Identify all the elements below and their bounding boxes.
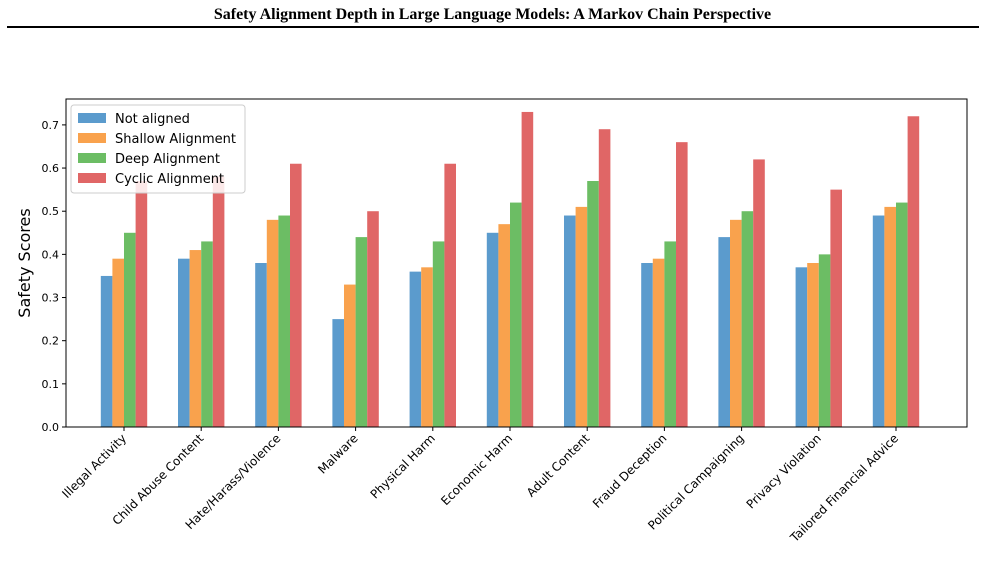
legend-swatch-2 bbox=[78, 153, 106, 163]
bar-1-5 bbox=[498, 224, 510, 427]
x-tick-label-9: Privacy Violation bbox=[744, 431, 824, 511]
bar-2-3 bbox=[355, 237, 368, 427]
bar-0-5 bbox=[486, 232, 499, 427]
bar-1-0 bbox=[112, 258, 124, 427]
bar-2-2 bbox=[278, 215, 290, 427]
x-tick-label-7: Fraud Deception bbox=[590, 431, 670, 511]
y-tick-label-1: 0.1 bbox=[42, 378, 60, 391]
legend-label-2: Deep Alignment bbox=[115, 152, 220, 167]
bar-1-10 bbox=[884, 206, 896, 427]
bar-0-2 bbox=[255, 263, 267, 427]
bar-0-7 bbox=[641, 263, 653, 427]
y-tick-label-4: 0.4 bbox=[42, 248, 60, 261]
y-axis-label: Safety Scores bbox=[15, 208, 34, 317]
bar-3-4 bbox=[444, 163, 456, 427]
y-tick-label-7: 0.7 bbox=[42, 119, 60, 132]
bar-3-2 bbox=[290, 163, 302, 427]
bar-0-4 bbox=[409, 271, 422, 427]
bar-0-10 bbox=[872, 215, 885, 427]
bar-1-7 bbox=[652, 258, 665, 427]
y-tick-label-3: 0.3 bbox=[42, 292, 60, 305]
y-tick-label-5: 0.5 bbox=[42, 205, 60, 218]
bar-0-9 bbox=[795, 267, 808, 427]
bar-3-8 bbox=[753, 159, 765, 427]
bar-2-10 bbox=[896, 202, 908, 427]
legend-box bbox=[70, 104, 246, 194]
bar-0-3 bbox=[332, 319, 344, 427]
bar-2-4 bbox=[432, 241, 445, 427]
bar-3-9 bbox=[830, 189, 842, 427]
legend-label-3: Cyclic Alignment bbox=[115, 172, 224, 187]
bar-1-1 bbox=[189, 250, 202, 427]
bar-1-8 bbox=[730, 219, 742, 427]
bar-0-0 bbox=[100, 275, 113, 427]
x-tick-label-3: Malware bbox=[315, 431, 360, 476]
bar-3-1 bbox=[212, 176, 225, 427]
bar-1-6 bbox=[575, 206, 588, 427]
bar-1-4 bbox=[421, 267, 433, 427]
bar-2-8 bbox=[741, 211, 754, 427]
bar-2-7 bbox=[664, 241, 676, 427]
bar-3-6 bbox=[598, 129, 611, 428]
bar-1-9 bbox=[807, 263, 819, 427]
plot-frame bbox=[65, 98, 968, 428]
bar-1-3 bbox=[344, 284, 356, 427]
x-tick-label-5: Economic Harm bbox=[438, 431, 515, 508]
bar-3-5 bbox=[521, 111, 534, 428]
x-tick-label-4: Physical Harm bbox=[368, 431, 438, 501]
bar-2-0 bbox=[124, 232, 136, 427]
bar-3-0 bbox=[135, 181, 148, 427]
bar-0-8 bbox=[718, 237, 730, 427]
bar-0-1 bbox=[178, 258, 190, 427]
x-tick-label-0: Illegal Activity bbox=[59, 431, 129, 501]
bar-3-10 bbox=[907, 116, 920, 428]
y-tick-label-6: 0.6 bbox=[42, 162, 60, 175]
bar-2-9 bbox=[818, 254, 831, 427]
page-header-title: Safety Alignment Depth in Large Language… bbox=[213, 6, 772, 23]
legend-swatch-1 bbox=[78, 133, 106, 143]
x-tick-label-6: Adult Content bbox=[524, 431, 593, 500]
legend-swatch-0 bbox=[78, 113, 106, 123]
bar-2-1 bbox=[201, 241, 213, 427]
header-rule bbox=[7, 26, 979, 28]
legend-label-1: Shallow Alignment bbox=[115, 132, 236, 147]
legend-swatch-3 bbox=[78, 173, 106, 183]
y-tick-label-0: 0.0 bbox=[42, 421, 60, 434]
bar-0-6 bbox=[564, 215, 576, 427]
legend-label-0: Not aligned bbox=[115, 112, 190, 127]
bar-3-7 bbox=[676, 142, 688, 427]
y-tick-label-2: 0.2 bbox=[42, 335, 60, 348]
bar-2-5 bbox=[510, 202, 522, 427]
bar-1-2 bbox=[266, 219, 279, 427]
bar-3-3 bbox=[367, 211, 379, 427]
bar-2-6 bbox=[587, 181, 599, 427]
